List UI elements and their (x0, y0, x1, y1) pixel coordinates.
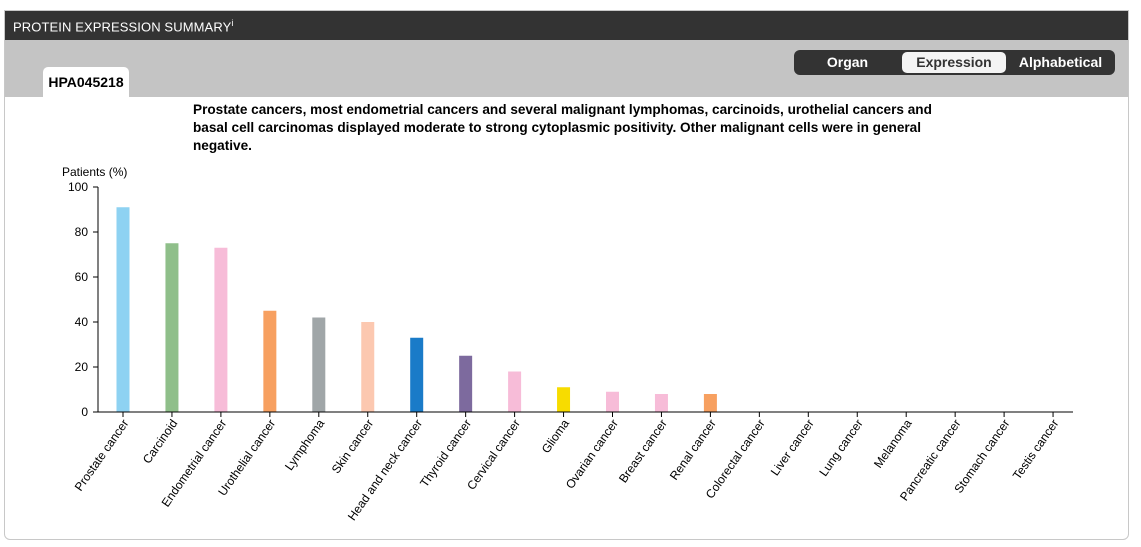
y-tick-label: 80 (75, 225, 89, 239)
x-tick-label: Testis cancer (1010, 417, 1062, 482)
view-expression-button[interactable]: Expression (902, 52, 1006, 73)
y-tick-label: 100 (68, 180, 88, 194)
x-tick-label: Skin cancer (329, 417, 376, 476)
bar[interactable] (263, 310, 277, 412)
protein-expression-panel: PROTEIN EXPRESSION SUMMARYi HPA045218 Or… (4, 10, 1129, 540)
y-tick-label: 40 (75, 315, 89, 329)
expression-summary-text: Prostate cancers, most endometrial cance… (193, 102, 932, 153)
x-tick-label: Melanoma (871, 416, 915, 470)
x-tick-label: Renal cancer (667, 417, 719, 483)
info-icon[interactable]: i (231, 18, 234, 28)
bar[interactable] (703, 394, 717, 412)
bar[interactable] (214, 247, 228, 412)
antibody-tab[interactable]: HPA045218 (43, 67, 129, 97)
x-tick-label: Carcinoid (140, 417, 181, 467)
bar[interactable] (557, 387, 571, 412)
bar[interactable] (312, 317, 326, 413)
x-tick-label: Thyroid cancer (417, 417, 474, 490)
x-tick-label: Prostate cancer (72, 417, 132, 494)
x-tick-label: Glioma (539, 416, 572, 455)
y-tick-label: 0 (81, 405, 88, 419)
expression-bar-chart: Patients (%) 0 20 40 60 80 100 Prostate cancer… (62, 165, 1073, 523)
x-tick-label: Breast cancer (616, 417, 670, 486)
y-axis-label: Patients (%) (62, 165, 127, 179)
x-tick-label: Ovarian cancer (563, 417, 621, 492)
bar[interactable] (361, 322, 375, 412)
x-tick-label: Lymphoma (282, 416, 327, 473)
y-tick-label: 20 (75, 360, 89, 374)
tab-bar: HPA045218 Organ Expression Alphabetical (5, 40, 1128, 97)
bar[interactable] (116, 207, 130, 412)
panel-title: PROTEIN EXPRESSION SUMMARYi (13, 18, 233, 34)
bar[interactable] (459, 355, 473, 412)
bar[interactable] (606, 391, 619, 412)
bar[interactable] (165, 243, 179, 412)
x-tick-label: Lung cancer (816, 417, 865, 479)
view-toggle: Organ Expression Alphabetical (794, 50, 1115, 75)
x-tick-label: Cervical cancer (464, 417, 523, 493)
panel-title-text: PROTEIN EXPRESSION SUMMARY (13, 19, 232, 35)
bar[interactable] (508, 371, 522, 413)
view-organ-button[interactable]: Organ (826, 54, 869, 70)
bar[interactable] (654, 394, 668, 412)
bars (116, 207, 717, 413)
panel-header: PROTEIN EXPRESSION SUMMARYi (5, 11, 1128, 40)
x-tick-label: Liver cancer (768, 417, 817, 479)
y-tick-label: 60 (75, 270, 89, 284)
bar[interactable] (410, 337, 424, 412)
y-axis: Patients (%) 0 20 40 60 80 100 (62, 165, 127, 419)
view-alphabetical-button[interactable]: Alphabetical (1018, 54, 1103, 70)
